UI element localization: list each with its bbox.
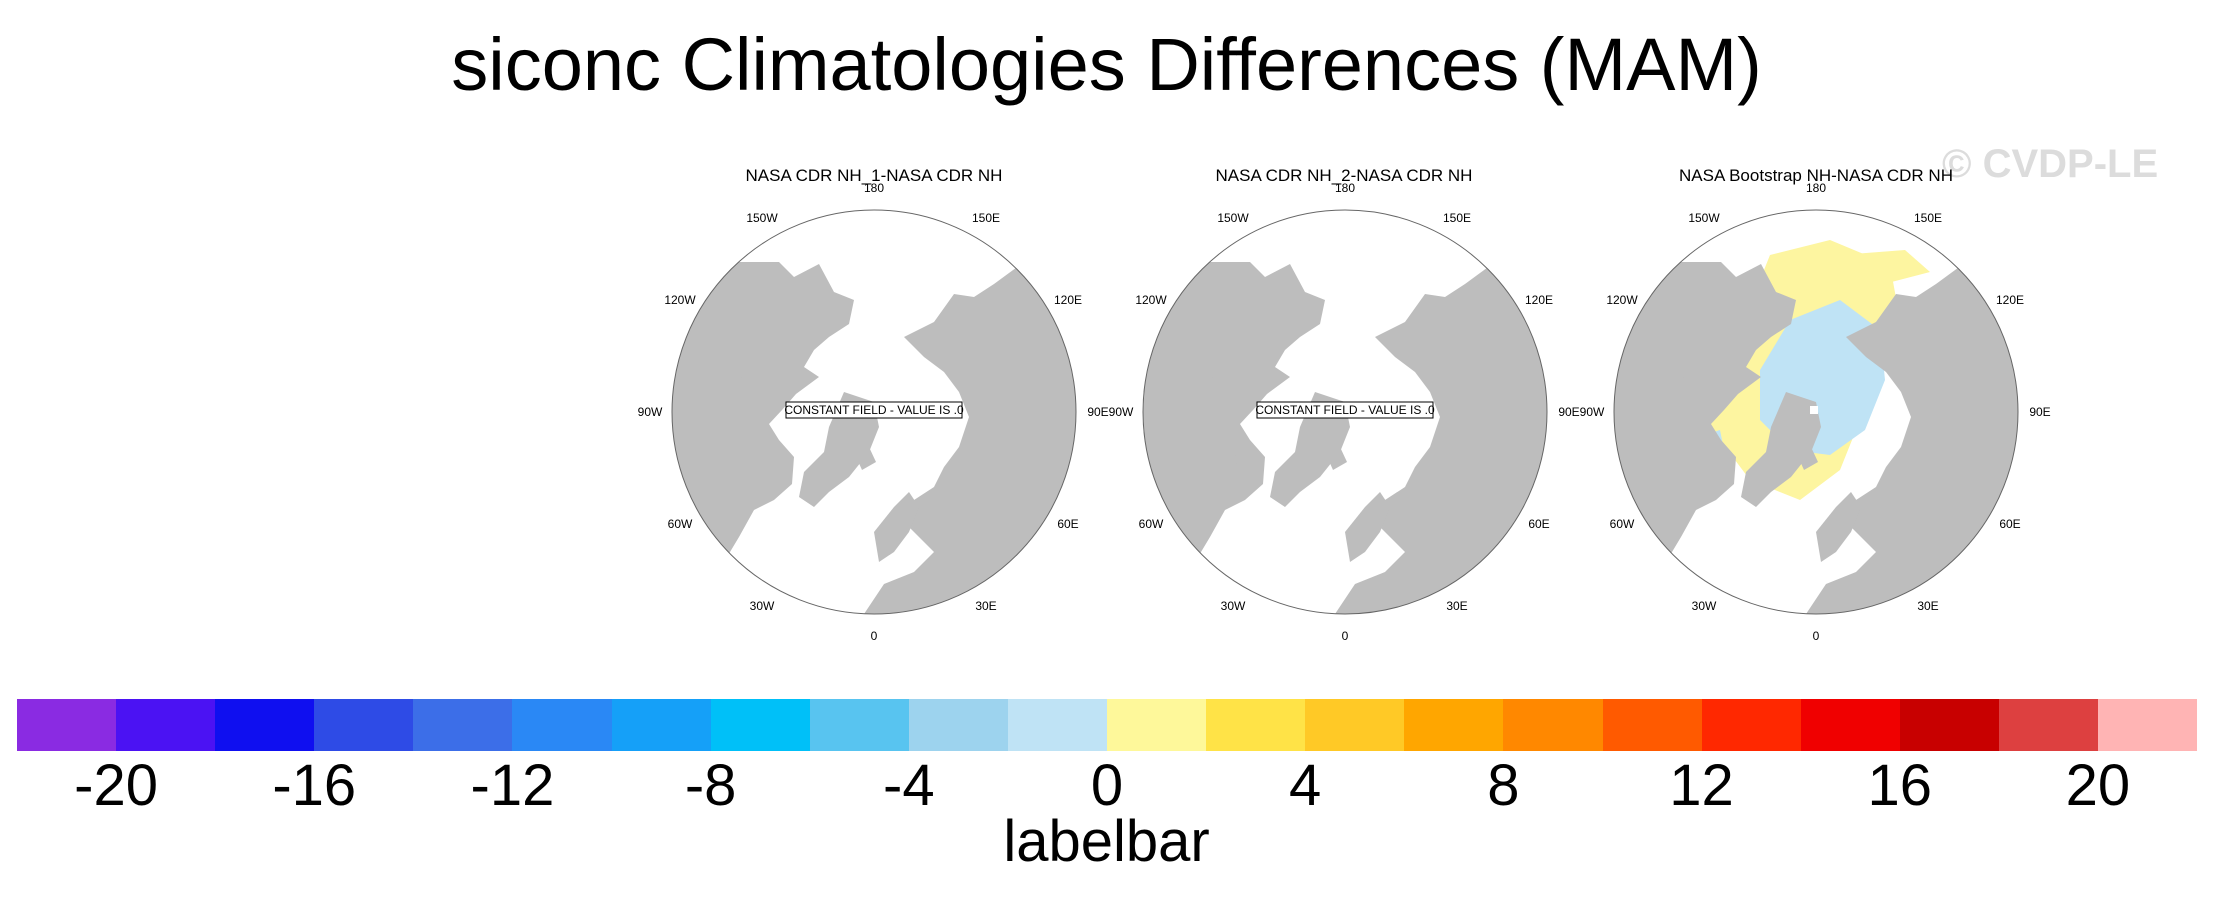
lon-label-60e: 60E: [1057, 517, 1078, 531]
lon-label-120w: 120W: [1606, 293, 1638, 307]
lon-label-150w: 150W: [1688, 211, 1720, 225]
labelbar-tick: 8: [1487, 753, 1520, 818]
labelbar-swatch: [1107, 699, 1207, 751]
lon-label-0: 0: [1342, 629, 1349, 643]
lon-label-30w: 30W: [1692, 599, 1717, 613]
labelbar-swatch: [215, 699, 315, 751]
polar-maps: CONSTANT FIELD - VALUE IS .0 CONSTANT FI…: [638, 181, 2051, 643]
labelbar-tick: 16: [1867, 753, 1932, 818]
lon-label-150e: 150E: [972, 211, 1000, 225]
lon-label-90e: 90E: [1558, 405, 1579, 419]
lon-label-180: 180: [864, 181, 884, 195]
constant-field-note-1: CONSTANT FIELD - VALUE IS .0: [784, 403, 964, 417]
lon-label-60w: 60W: [668, 517, 693, 531]
labelbar-swatch: [1602, 699, 1702, 751]
labelbar-swatch: [1007, 699, 1108, 751]
lon-label-0: 0: [1813, 629, 1820, 643]
lon-label-120e: 120E: [1996, 293, 2024, 307]
labelbar-tick: 0: [1090, 753, 1124, 818]
map-panel-2: CONSTANT FIELD - VALUE IS .0: [1142, 209, 1548, 615]
labelbar-tick: -16: [272, 753, 357, 818]
lon-label-60e: 60E: [1999, 517, 2020, 531]
page-title: siconc Climatologies Differences (MAM): [451, 23, 1762, 106]
labelbar-swatch: [1701, 699, 1801, 751]
longitude-labels: 180 150E 120E 90E 60E 30E 0 30W 60W 90W 120W 150W 18…: [638, 181, 2051, 643]
lon-label-90w: 90W: [638, 405, 663, 419]
lon-label-90e: 90E: [1087, 405, 1108, 419]
lon-label-0: 0: [871, 629, 878, 643]
lon-label-120w: 120W: [664, 293, 696, 307]
labelbar-tick: 4: [1289, 753, 1322, 818]
lon-label-90e: 90E: [2029, 405, 2050, 419]
lon-label-150w: 150W: [1217, 211, 1249, 225]
lon-label-60w: 60W: [1610, 517, 1635, 531]
panel-title-3: NASA Bootstrap NH-NASA CDR NH: [1679, 166, 1953, 185]
constant-field-note-2: CONSTANT FIELD - VALUE IS .0: [1255, 403, 1435, 417]
labelbar-swatch: [1404, 699, 1504, 751]
labelbar-swatch: [314, 699, 414, 751]
labelbar-tick: 12: [1669, 753, 1734, 818]
labelbar-swatch: [1206, 699, 1306, 751]
panel-title-1: NASA CDR NH_1-NASA CDR NH: [745, 166, 1003, 185]
labelbar-swatch: [710, 699, 810, 751]
labelbar-swatch: [908, 699, 1008, 751]
labelbar-swatch: [611, 699, 711, 751]
lon-label-180: 180: [1335, 181, 1355, 195]
lon-label-120e: 120E: [1054, 293, 1082, 307]
lon-label-90w: 90W: [1109, 405, 1134, 419]
labelbar-tick: -20: [74, 753, 158, 818]
panel-title-2: NASA CDR NH_2-NASA CDR NH: [1215, 166, 1473, 185]
lon-label-30w: 30W: [750, 599, 775, 613]
labelbar-swatch: [1899, 699, 1999, 751]
color-labelbar: [17, 699, 2198, 751]
lon-label-30e: 30E: [1917, 599, 1938, 613]
labelbar-swatch: [116, 699, 216, 751]
labelbar-swatch: [17, 699, 117, 751]
labelbar-swatch: [1305, 699, 1405, 751]
lon-label-30e: 30E: [1446, 599, 1467, 613]
positive-anomaly-area-2: [1840, 250, 1930, 285]
labelbar-title: labelbar: [1003, 809, 1210, 874]
map-panel-3: [1613, 209, 2019, 615]
labelbar-swatch: [413, 699, 513, 751]
labelbar-swatch: [1503, 699, 1603, 751]
labelbar-tick: 20: [2065, 753, 2131, 818]
labelbar-tick: -4: [883, 753, 935, 818]
lon-label-150w: 150W: [746, 211, 778, 225]
lon-label-30e: 30E: [975, 599, 996, 613]
labelbar-swatch: [2097, 699, 2198, 751]
labelbar-swatch: [809, 699, 909, 751]
map-panel-1: CONSTANT FIELD - VALUE IS .0: [671, 209, 1077, 615]
lon-label-150e: 150E: [1443, 211, 1471, 225]
lon-label-150e: 150E: [1914, 211, 1942, 225]
labelbar-swatch: [512, 699, 612, 751]
lon-label-60e: 60E: [1528, 517, 1549, 531]
labelbar-swatch: [1800, 699, 1900, 751]
lon-label-120e: 120E: [1525, 293, 1553, 307]
labelbar-tick: -12: [470, 753, 555, 818]
lon-label-180: 180: [1806, 181, 1826, 195]
lon-label-30w: 30W: [1221, 599, 1246, 613]
lon-label-90w: 90W: [1580, 405, 1605, 419]
labelbar-swatch: [1998, 699, 2098, 751]
watermark: © CVDP-LE: [1942, 142, 2159, 186]
lon-label-60w: 60W: [1139, 517, 1164, 531]
lon-label-120w: 120W: [1135, 293, 1167, 307]
labelbar-tick: -8: [684, 753, 737, 818]
